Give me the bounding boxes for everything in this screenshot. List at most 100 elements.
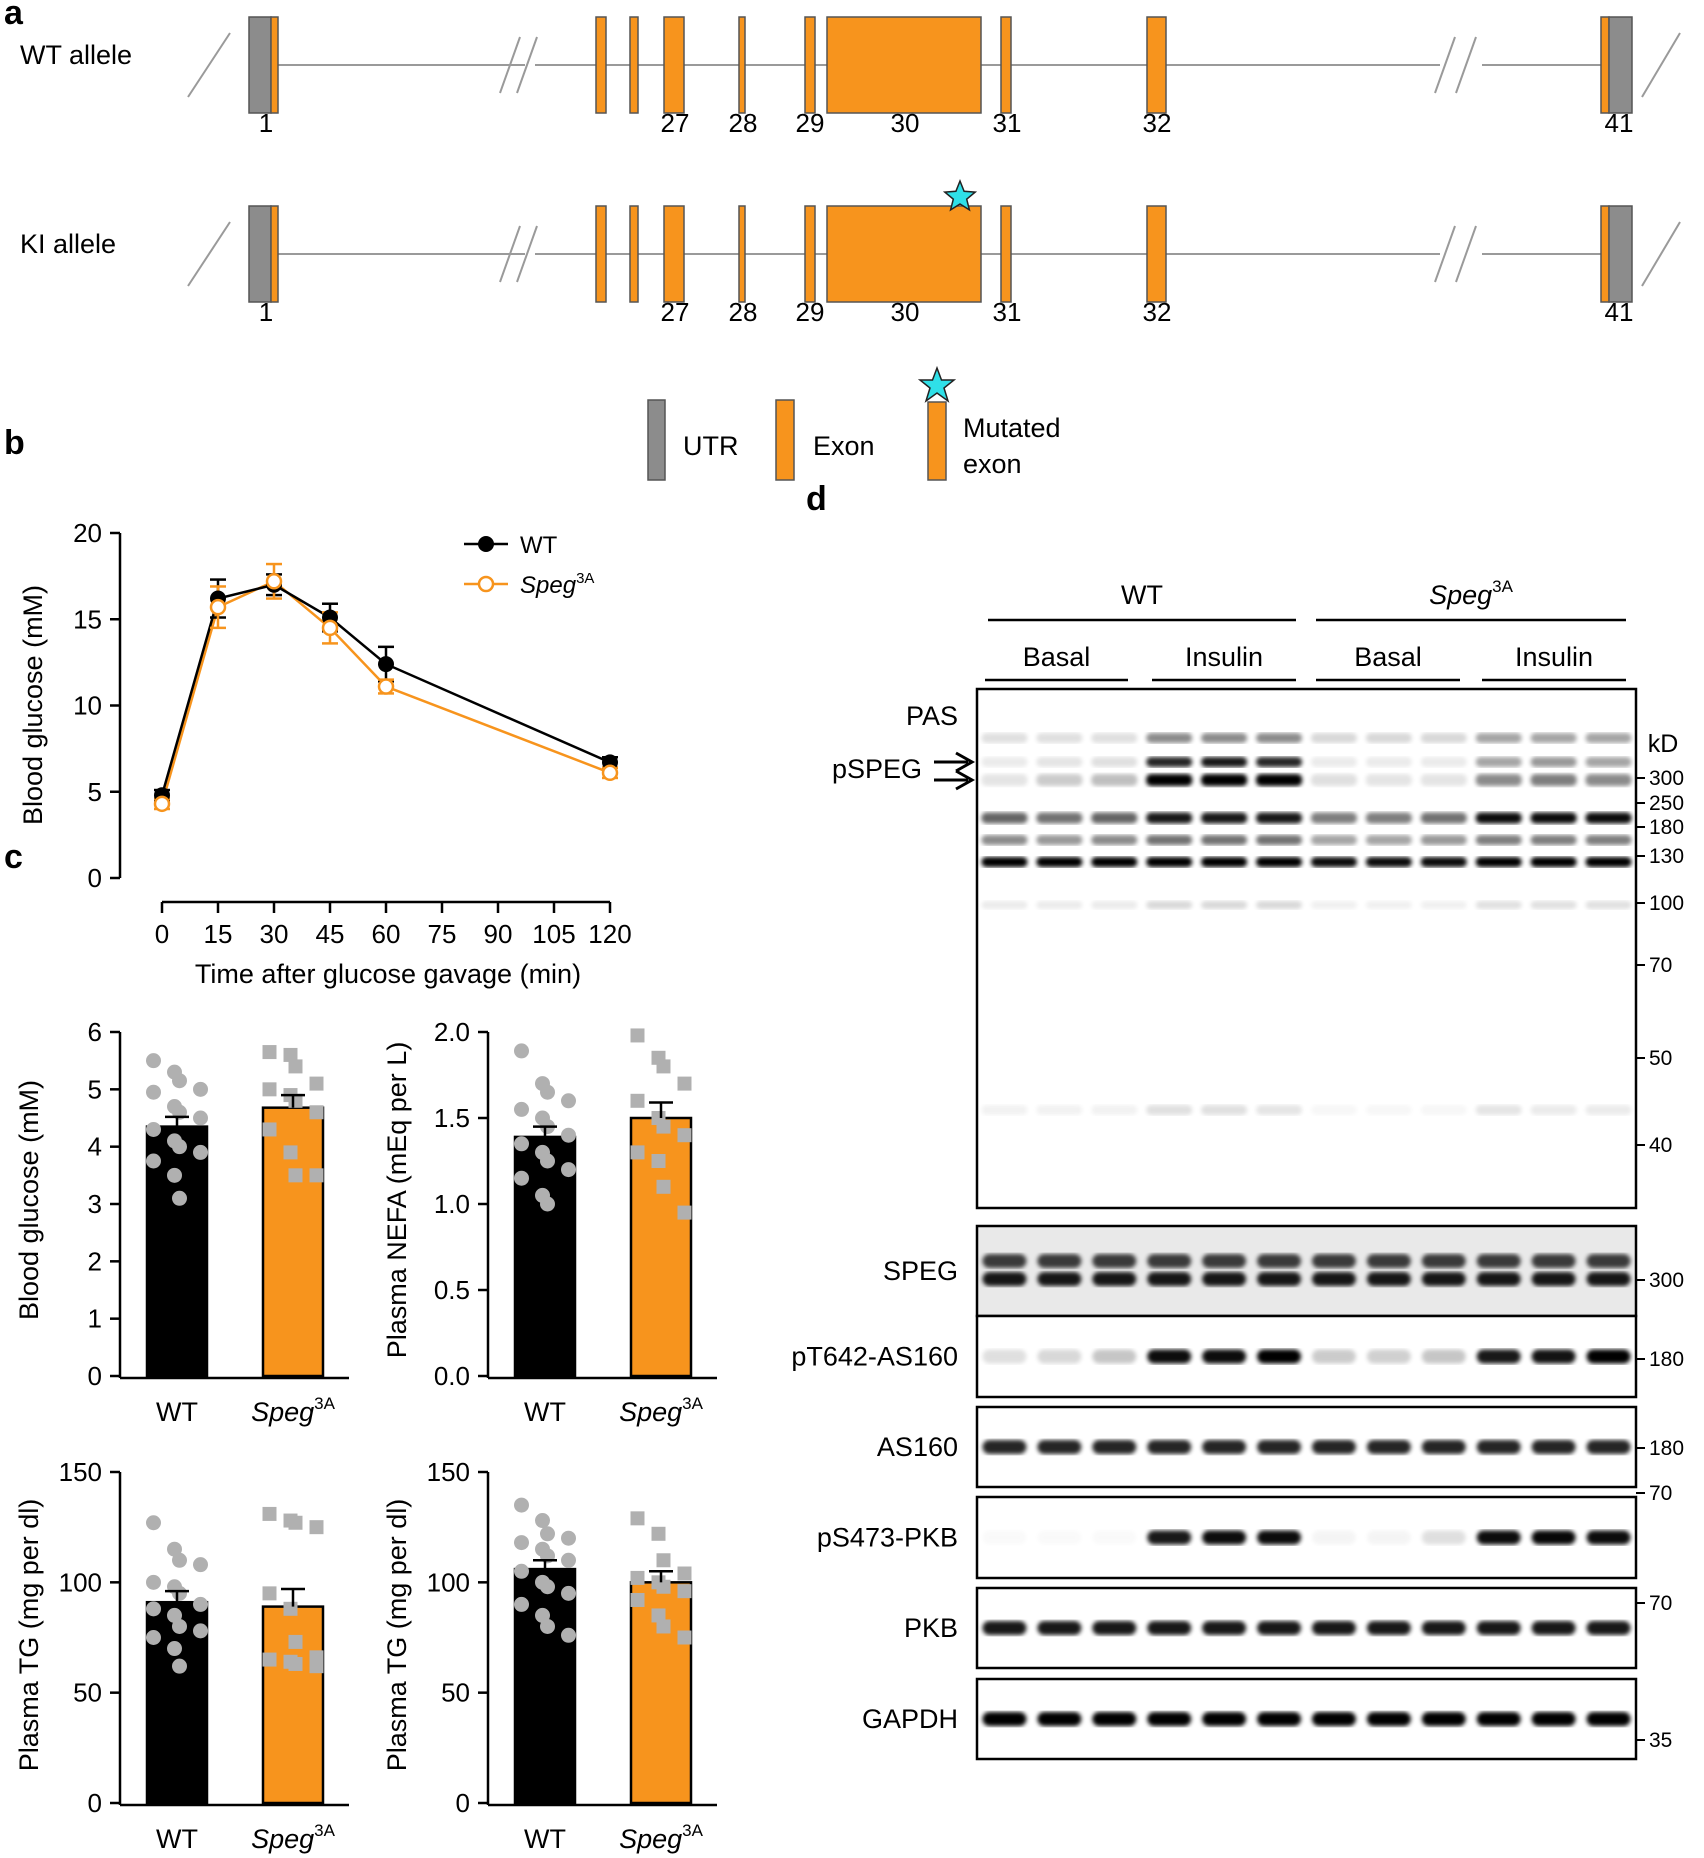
marker-label: 300 xyxy=(1649,1269,1684,1292)
blot-band xyxy=(982,1712,1027,1726)
blot-label: pT642-AS160 xyxy=(791,1342,958,1372)
data-point xyxy=(172,1552,187,1568)
pas-band xyxy=(1091,812,1138,824)
legend-wt-marker xyxy=(478,536,494,552)
blot-band xyxy=(1476,1712,1521,1726)
data-point xyxy=(601,764,619,782)
data-point xyxy=(561,1627,576,1643)
y-tick-label: 1.0 xyxy=(434,1189,470,1219)
legend-star-icon xyxy=(917,365,957,403)
unit-label: kD xyxy=(1648,730,1679,758)
data-point xyxy=(677,1566,692,1581)
bar-chart-c3: 0 50 100 150 Plasma TG (mg per dl) WT Speg3A xyxy=(14,1457,349,1854)
x-tick-label: 105 xyxy=(532,919,575,949)
data-point xyxy=(561,1093,576,1109)
pas-band xyxy=(1585,757,1632,767)
pas-band xyxy=(1201,812,1248,824)
marker-label: 100 xyxy=(1649,892,1684,915)
exon-number: 1 xyxy=(259,108,273,138)
pas-band xyxy=(1475,857,1522,867)
pas-band xyxy=(981,835,1028,845)
y-tick-label: 150 xyxy=(59,1457,102,1487)
data-point xyxy=(193,1557,208,1573)
pas-blot-frame xyxy=(975,687,1638,1210)
exon-box xyxy=(804,16,816,114)
utr-box xyxy=(248,205,272,303)
pas-band xyxy=(1310,733,1358,743)
blot-band xyxy=(1586,1621,1631,1635)
pas-band xyxy=(1036,774,1083,786)
blot-band xyxy=(1311,1254,1356,1268)
data-point xyxy=(677,1630,692,1645)
blot-band xyxy=(1202,1254,1247,1268)
blot-band xyxy=(1531,1440,1576,1454)
pas-band xyxy=(1475,812,1522,824)
blot-band xyxy=(982,1272,1027,1286)
data-point xyxy=(172,1618,187,1634)
data-point xyxy=(146,1515,161,1531)
group-sup: 3A xyxy=(1492,577,1513,596)
data-point xyxy=(209,598,227,616)
blot-band xyxy=(1531,1349,1576,1364)
y-tick-label: 6 xyxy=(88,1017,102,1047)
y-tick-label: 2.0 xyxy=(434,1017,470,1047)
blot-AS160: AS160 180 xyxy=(877,1405,1684,1489)
category-label: Speg3A xyxy=(251,1394,336,1427)
blot-band xyxy=(1257,1272,1302,1286)
exon-box xyxy=(595,205,607,303)
data-point xyxy=(146,1053,161,1069)
blot-label: SPEG xyxy=(883,1256,958,1286)
blot-band xyxy=(1421,1530,1466,1545)
blot-frame xyxy=(975,1314,1638,1399)
pas-band xyxy=(1201,1105,1248,1115)
break-slash xyxy=(1455,36,1477,94)
data-point xyxy=(630,1028,645,1043)
pas-band xyxy=(1585,812,1632,824)
break-slash xyxy=(1434,36,1456,94)
pas-band xyxy=(981,857,1028,867)
y-tick-label: 100 xyxy=(59,1567,102,1597)
pas-band xyxy=(1310,812,1358,824)
pas-band xyxy=(1420,901,1467,909)
legend-mutated-exon-swatch xyxy=(927,401,947,481)
blot-label: AS160 xyxy=(877,1432,958,1462)
pas-band xyxy=(1146,757,1193,767)
exon-number: 27 xyxy=(661,108,690,138)
exon-box xyxy=(663,205,685,303)
y-tick-label: 0 xyxy=(88,1788,102,1818)
panel-label-b: b xyxy=(4,424,25,462)
y-axis-title: Blood glucose (mM) xyxy=(14,1080,44,1320)
data-point xyxy=(677,1128,692,1143)
data-point xyxy=(146,1630,161,1645)
data-point xyxy=(540,1084,555,1100)
blot-band xyxy=(1311,1621,1356,1635)
pas-band xyxy=(1420,835,1467,845)
blot-band xyxy=(982,1440,1027,1454)
blot-band xyxy=(1202,1530,1247,1545)
blot-band xyxy=(1476,1254,1521,1268)
condition-label: Basal xyxy=(1354,642,1422,672)
data-point xyxy=(172,1190,187,1206)
pas-band xyxy=(1091,901,1138,909)
data-point xyxy=(146,1153,161,1169)
y-axis-title: Plasma TG (mg per dl) xyxy=(14,1499,44,1772)
data-point xyxy=(630,1511,645,1526)
blot-band xyxy=(1531,1621,1576,1635)
data-point xyxy=(535,1513,550,1529)
blot-band xyxy=(1531,1272,1576,1286)
marker-label: 180 xyxy=(1649,816,1684,839)
data-point xyxy=(288,1656,303,1671)
data-point xyxy=(262,1082,277,1097)
gene-structure-panel: WT allele 1 27 28 29 30 31 32 41 KI allele 1 27 28 29… xyxy=(20,16,1681,481)
data-point xyxy=(514,1136,529,1152)
blot-band xyxy=(1257,1254,1302,1268)
exon-box xyxy=(1146,205,1167,303)
exon-number: 41 xyxy=(1605,297,1634,327)
pas-band xyxy=(1091,1105,1138,1115)
pas-band xyxy=(1310,901,1358,909)
break-slash xyxy=(1455,225,1477,283)
data-point xyxy=(172,1073,187,1089)
category-name: Speg xyxy=(251,1824,314,1854)
blot-band xyxy=(1311,1530,1356,1545)
